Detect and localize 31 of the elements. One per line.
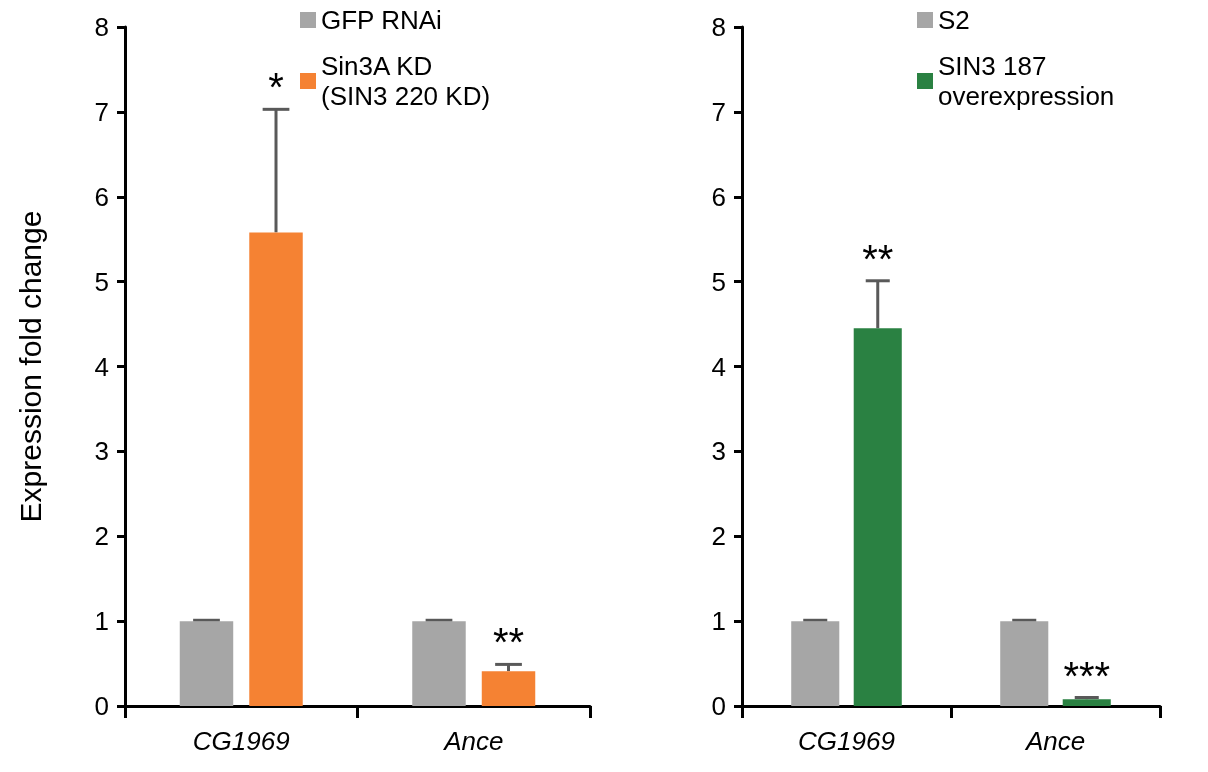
annotation: *** (1063, 653, 1111, 698)
x-tick-label: CG1969 (798, 726, 895, 756)
x-tick-label: CG1969 (192, 726, 290, 756)
x-tick-label: Ance (1023, 726, 1086, 756)
y-tick-label: 8 (711, 12, 726, 42)
y-tick-label: 2 (711, 521, 726, 552)
y-tick-label: 0 (711, 691, 726, 721)
y-tick-label: 7 (94, 96, 109, 127)
y-tick-label: 5 (94, 266, 109, 297)
legend-label: SIN3 187 overexpression (938, 51, 1115, 111)
y-tick-label: 4 (711, 351, 726, 382)
legend-label: GFP RNAi (321, 5, 442, 35)
y-tick-label: 8 (94, 12, 109, 42)
y-tick-label: 6 (94, 181, 109, 212)
legend-label: S2 (938, 5, 970, 35)
x-tick-label: Ance (442, 726, 504, 756)
y-tick-label: 3 (711, 436, 726, 467)
y-axis-title: Expression fold change (13, 210, 47, 523)
y-tick-label: 5 (711, 266, 726, 297)
legend-label: Sin3A KD (SIN3 220 KD) (321, 51, 491, 111)
y-tick-label: 2 (94, 521, 109, 552)
y-tick-label: 1 (711, 606, 726, 637)
y-tick-label: 7 (711, 96, 726, 127)
y-tick-label: 1 (94, 606, 109, 637)
y-tick-label: 0 (94, 691, 109, 721)
y-tick-label: 3 (94, 436, 109, 467)
y-tick-label: 4 (94, 351, 109, 382)
annotation: * (268, 65, 284, 110)
y-tick-label: 6 (711, 181, 726, 212)
annotation: ** (862, 236, 894, 281)
annotation: ** (492, 620, 525, 665)
